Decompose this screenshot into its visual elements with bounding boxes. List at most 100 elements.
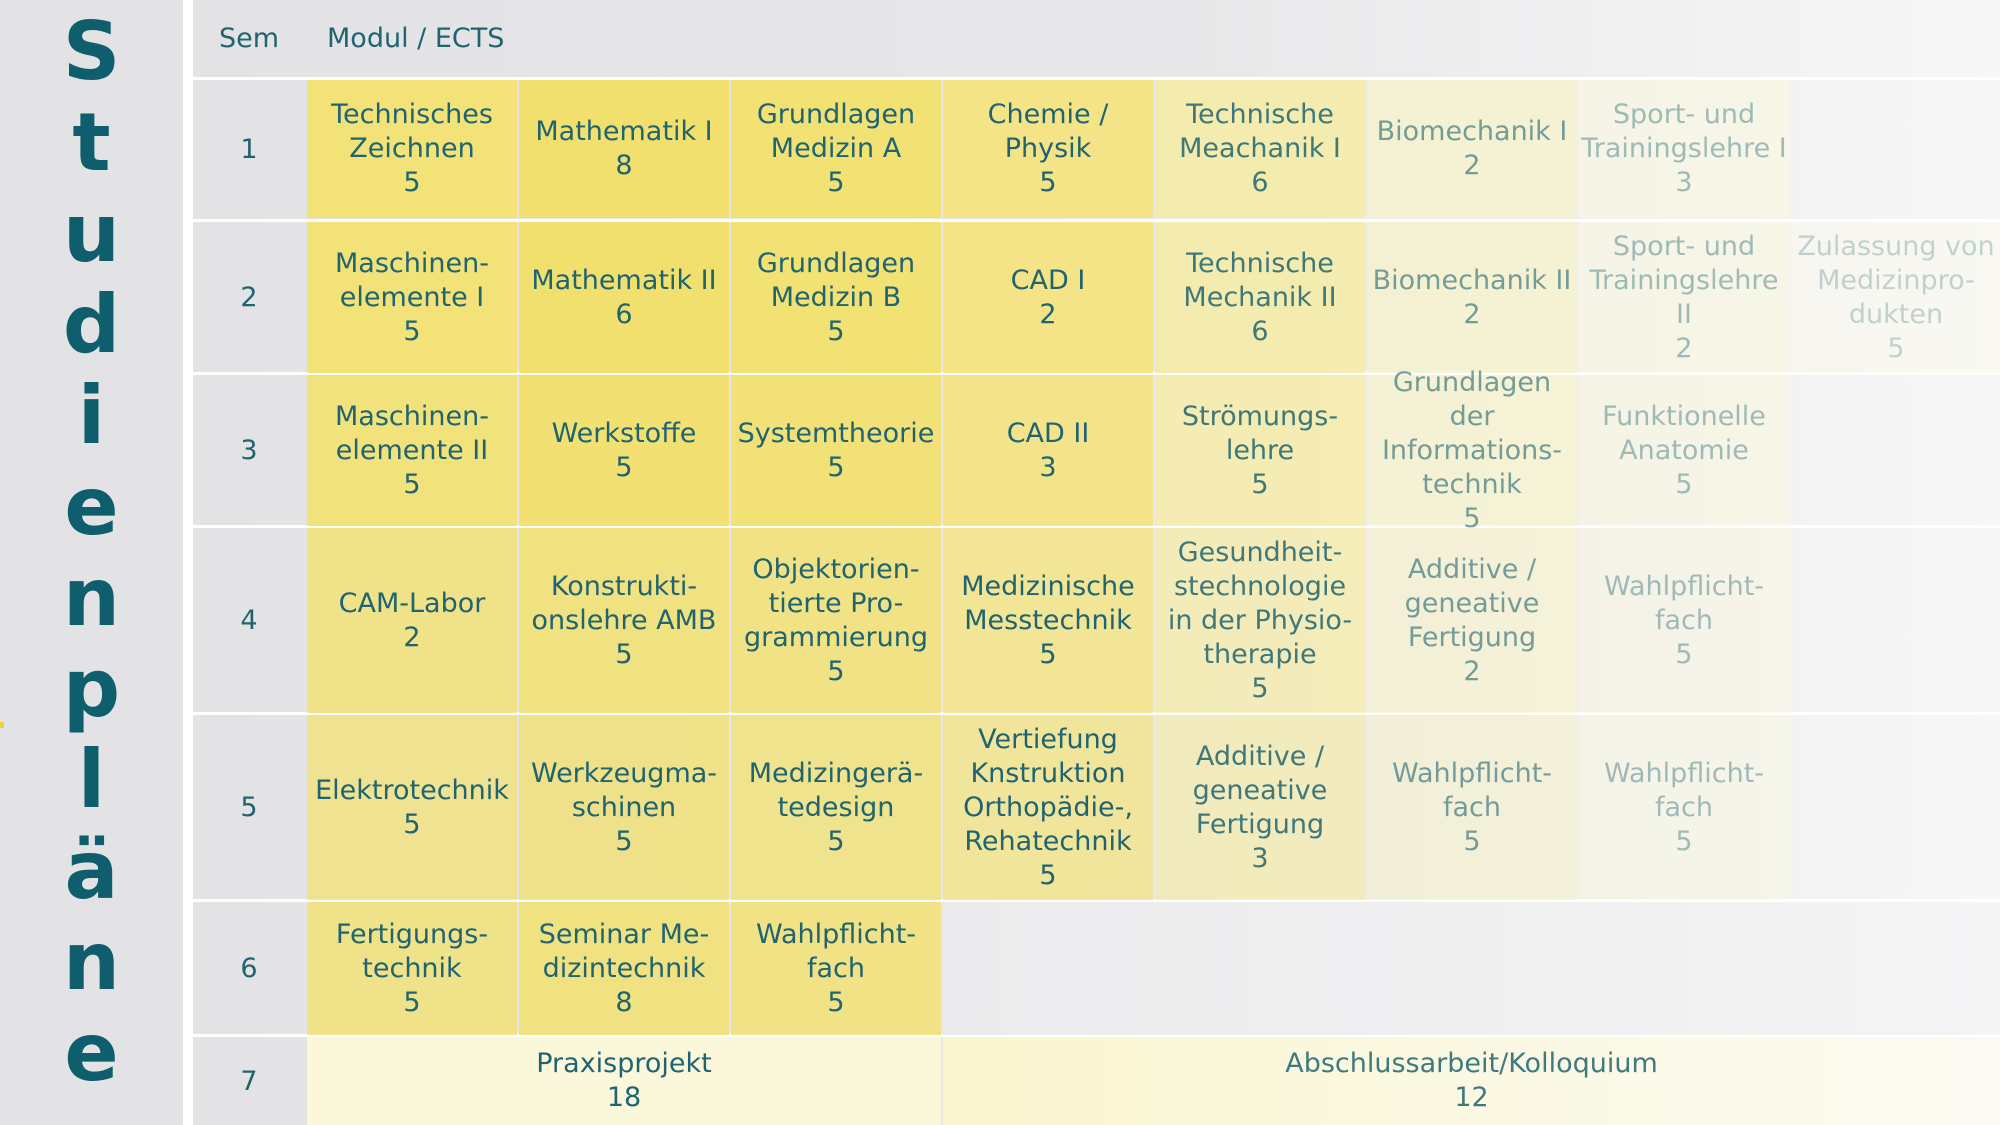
row-divider: [193, 219, 2000, 222]
module-cell: Medizinische Messtechnik 5: [943, 528, 1153, 713]
row-divider: [193, 1034, 2000, 1037]
module-cell: Wahlpflicht- fach 5: [1579, 715, 1789, 900]
module-ects: 5: [1039, 859, 1057, 891]
module-cell: CAD II 3: [943, 375, 1153, 526]
module-name: Maschinen- elemente II: [335, 400, 489, 466]
module-ects: 5: [1039, 638, 1057, 670]
sidebar-title-char: e: [64, 1006, 119, 1099]
module-ects: 5: [1675, 638, 1693, 670]
module-ects: 5: [827, 655, 845, 687]
row-divider: [193, 77, 2000, 80]
accent-mark: [0, 722, 4, 728]
module-name: Sport- und Trainingslehre I: [1581, 99, 1787, 164]
module-name: Technische Mechanik II: [1183, 247, 1337, 313]
module-ects: 5: [1251, 468, 1269, 500]
module-cell: Funktionelle Anatomie 5: [1579, 375, 1789, 526]
sidebar-title-char: e: [64, 460, 119, 553]
semester-number: 4: [240, 605, 258, 636]
row-divider: [193, 372, 2000, 375]
module-name: Grundlagen der Informations- technik: [1381, 366, 1563, 500]
semester-number: 2: [240, 282, 258, 313]
module-name: Biomechanik II: [1372, 264, 1572, 296]
module-name: Objektorien- tierte Pro- grammierung: [744, 553, 928, 653]
module-cell: Wahlpflicht- fach 5: [731, 902, 941, 1035]
module-name: Biomechanik I: [1376, 116, 1568, 147]
module-cell: Werkstoffe 5: [519, 375, 729, 526]
semester-number: 5: [240, 792, 258, 823]
sidebar-title-char: n: [63, 915, 120, 1008]
module-cell: Technische Mechanik II 6: [1155, 222, 1365, 373]
module-name: Chemie / Physik: [987, 99, 1109, 164]
module-ects: 5: [403, 167, 421, 198]
module-ects: 8: [615, 150, 633, 181]
module-ects: 6: [615, 298, 633, 330]
header-modul-ects: Modul / ECTS: [327, 22, 505, 54]
module-name: Additive / geneative Fertigung: [1404, 553, 1540, 653]
module-name: Wahlpflicht- fach: [755, 918, 917, 984]
sidebar-title-char: ä: [64, 824, 119, 917]
module-name: Medizinische Messtechnik: [961, 570, 1135, 636]
module-name: Technisches Zeichnen: [331, 99, 493, 164]
module-ects: 2: [1463, 150, 1481, 181]
module-cell: Medizingerä- tedesign 5: [731, 715, 941, 900]
module-cell: CAM-Labor 2: [307, 528, 517, 713]
module-cell: Additive / geneative Fertigung 3: [1155, 715, 1365, 900]
module-cell: Systemtheorie 5: [731, 375, 941, 526]
module-ects: 5: [1887, 332, 1905, 364]
module-ects: 5: [403, 468, 421, 500]
module-ects: 5: [615, 638, 633, 670]
module-cell: Objektorien- tierte Pro- grammierung 5: [731, 528, 941, 713]
module-ects: 5: [827, 167, 845, 198]
module-cell: Sport- und Trainingslehre II 2: [1579, 222, 1789, 373]
module-name: Abschlussarbeit/Kolloquium: [1285, 1048, 1658, 1079]
module-cell: Praxisprojekt 18: [307, 1037, 941, 1125]
module-name: Mathematik I: [535, 116, 713, 147]
module-name: Elektrotechnik: [315, 774, 509, 806]
module-cell: Seminar Me- dizintechnik 8: [519, 902, 729, 1035]
module-cell: Vertiefung Knstruktion Orthopädie-, Reha…: [943, 715, 1153, 900]
module-cell: Konstrukti- onslehre AMB 5: [519, 528, 729, 713]
module-cell: Zulassung von Medizinpro- dukten 5: [1791, 222, 2000, 373]
module-ects: 2: [403, 621, 421, 653]
module-ects: 12: [1454, 1082, 1489, 1113]
module-name: Grundlagen Medizin B: [756, 247, 916, 313]
module-name: Wahlpflicht- fach: [1391, 757, 1553, 823]
sidebar-title-char: l: [77, 733, 106, 826]
semester-number: 7: [240, 1065, 258, 1097]
module-name: Mathematik II: [531, 264, 717, 296]
module-name: Konstrukti- onslehre AMB: [531, 570, 717, 636]
module-name: Strömungs- lehre: [1181, 400, 1339, 466]
semester-number: 1: [240, 133, 258, 165]
empty-panel: [943, 902, 2000, 1035]
sidebar-title-char: t: [72, 96, 111, 189]
module-ects: 5: [827, 825, 845, 857]
module-name: Medizingerä- tedesign: [748, 757, 924, 823]
gutter: [183, 0, 193, 1125]
module-cell: Chemie / Physik 5: [943, 80, 1153, 218]
module-ects: 5: [1675, 825, 1693, 857]
module-name: CAD I: [1010, 264, 1086, 296]
module-cell: Technisches Zeichnen 5: [307, 80, 517, 218]
module-ects: 5: [827, 451, 845, 483]
module-ects: 5: [1675, 468, 1693, 500]
module-ects: 5: [615, 825, 633, 857]
module-name: CAM-Labor: [338, 587, 486, 619]
module-cell: Wahlpflicht- fach 5: [1367, 715, 1577, 900]
module-name: CAD II: [1006, 417, 1090, 449]
module-name: Maschinen- elemente I: [335, 247, 489, 313]
module-ects: 5: [403, 808, 421, 840]
sidebar-title-char: S: [62, 5, 121, 98]
module-ects: 5: [403, 986, 421, 1018]
module-ects: 2: [1675, 332, 1693, 364]
module-cell: Gesundheit- stechnologie in der Physio- …: [1155, 528, 1365, 713]
module-ects: 5: [403, 315, 421, 347]
module-name: Werkzeugma- schinen: [530, 757, 718, 823]
module-ects: 3: [1251, 842, 1269, 874]
sidebar-title-char: d: [62, 278, 121, 371]
header-sem: Sem: [218, 22, 280, 54]
